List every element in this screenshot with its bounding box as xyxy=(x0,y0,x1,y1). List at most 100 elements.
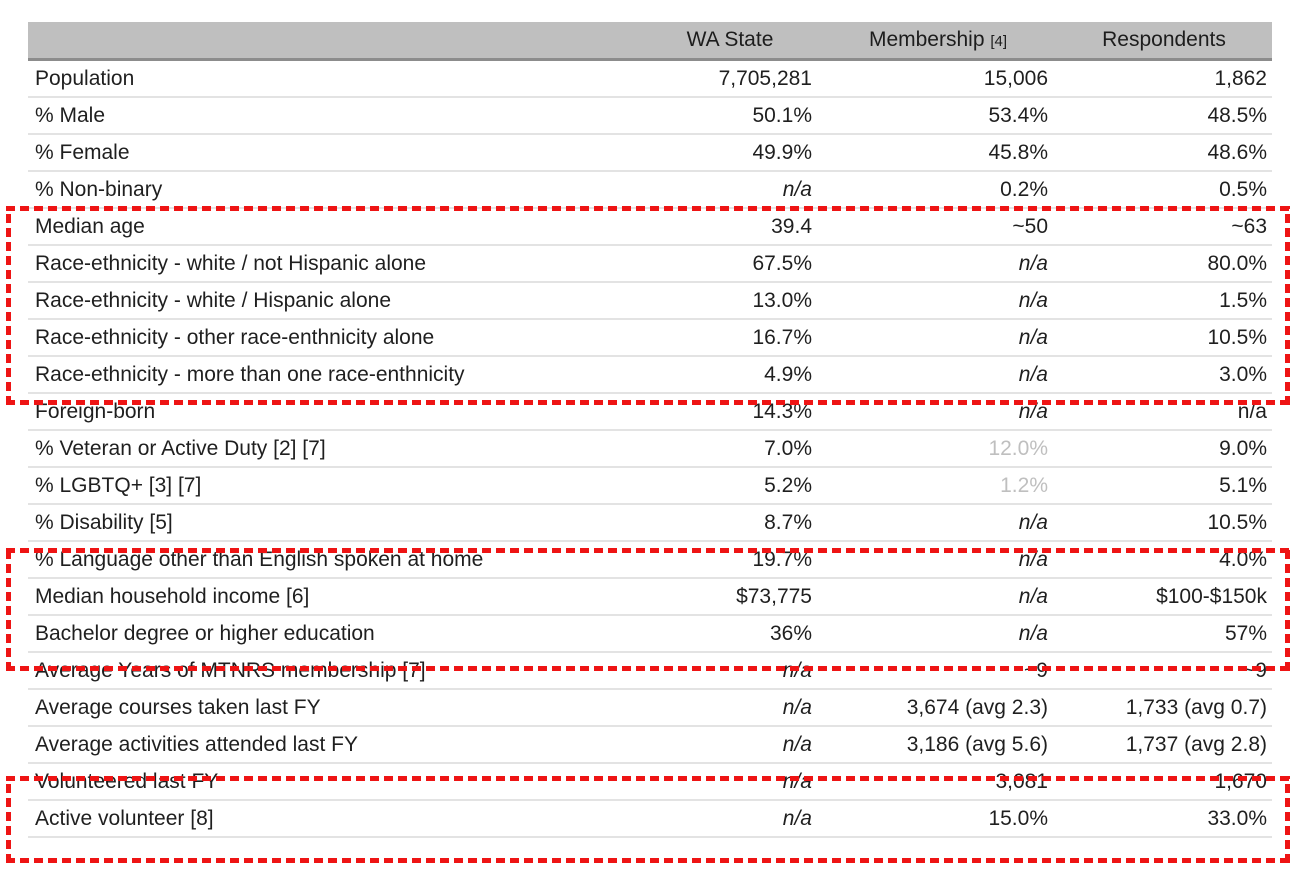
table-row-race-white-hispanic: Race-ethnicity - white / Hispanic alone … xyxy=(28,282,1272,320)
table-row-male: % Male 50.1% 53.4% 48.5% xyxy=(28,97,1272,135)
table-row-female: % Female 49.9% 45.8% 48.6% xyxy=(28,134,1272,172)
respondents-value: 9.0% xyxy=(1056,430,1272,468)
membership-value: 53.4% xyxy=(820,97,1056,135)
table-row-disability: % Disability [5] 8.7% n/a 10.5% xyxy=(28,504,1272,542)
respondents-value: 1,670 xyxy=(1056,763,1272,801)
membership-value: n/a xyxy=(820,245,1056,283)
row-label: % Non-binary xyxy=(28,171,640,209)
wa-state-value: 16.7% xyxy=(640,319,820,357)
wa-state-value: 39.4 xyxy=(640,208,820,246)
table-row-non-binary: % Non-binary n/a 0.2% 0.5% xyxy=(28,171,1272,209)
table-row-avg-courses: Average courses taken last FY n/a 3,674 … xyxy=(28,689,1272,727)
row-label: Average activities attended last FY xyxy=(28,726,640,764)
respondents-value: 80.0% xyxy=(1056,245,1272,283)
wa-state-value: 14.3% xyxy=(640,393,820,431)
table-row-race-white-not-hispanic: Race-ethnicity - white / not Hispanic al… xyxy=(28,245,1272,283)
respondents-value: 1,733 (avg 0.7) xyxy=(1056,689,1272,727)
table-row-median-age: Median age 39.4 ~50 ~63 xyxy=(28,208,1272,246)
table-row-volunteered-last-fy: Volunteered last FY n/a 3,081 1,670 xyxy=(28,763,1272,801)
membership-value: n/a xyxy=(820,504,1056,542)
respondents-value: 57% xyxy=(1056,615,1272,653)
wa-state-value: 50.1% xyxy=(640,97,820,135)
wa-state-value: n/a xyxy=(640,171,820,209)
column-header-blank xyxy=(28,22,640,61)
respondents-value: 10.5% xyxy=(1056,504,1272,542)
row-label: Foreign-born xyxy=(28,393,640,431)
wa-state-value: n/a xyxy=(640,800,820,838)
table-row-foreign-born: Foreign-born 14.3% n/a n/a xyxy=(28,393,1272,431)
row-label: Race-ethnicity - white / not Hispanic al… xyxy=(28,245,640,283)
table-row-avg-years-membership: Average Years of MTNRS membership [7] n/… xyxy=(28,652,1272,690)
column-header-membership: Membership [4] xyxy=(820,22,1056,61)
table-row-language-other-than-english: % Language other than English spoken at … xyxy=(28,541,1272,579)
membership-value: 15.0% xyxy=(820,800,1056,838)
row-label: Race-ethnicity - other race-enthnicity a… xyxy=(28,319,640,357)
row-label: % Disability [5] xyxy=(28,504,640,542)
respondents-value: 1.5% xyxy=(1056,282,1272,320)
wa-state-value: 19.7% xyxy=(640,541,820,579)
table-row-avg-activities: Average activities attended last FY n/a … xyxy=(28,726,1272,764)
wa-state-value: 5.2% xyxy=(640,467,820,505)
wa-state-value: n/a xyxy=(640,689,820,727)
membership-value: 12.0% xyxy=(820,430,1056,468)
membership-value: ~9 xyxy=(820,652,1056,690)
column-header-respondents: Respondents xyxy=(1056,22,1272,61)
wa-state-value: 7,705,281 xyxy=(640,59,820,98)
membership-value: n/a xyxy=(820,282,1056,320)
wa-state-value: 4.9% xyxy=(640,356,820,394)
row-label: % Veteran or Active Duty [2] [7] xyxy=(28,430,640,468)
row-label: Race-ethnicity - more than one race-enth… xyxy=(28,356,640,394)
respondents-value: 48.5% xyxy=(1056,97,1272,135)
row-label: Average courses taken last FY xyxy=(28,689,640,727)
membership-value: n/a xyxy=(820,541,1056,579)
respondents-value: n/a xyxy=(1056,393,1272,431)
wa-state-value: n/a xyxy=(640,652,820,690)
row-label: Active volunteer [8] xyxy=(28,800,640,838)
wa-state-value: n/a xyxy=(640,726,820,764)
column-header-wa-state: WA State xyxy=(640,22,820,61)
demographics-table: WA State Membership [4] Respondents Popu… xyxy=(28,22,1272,838)
row-label: % Female xyxy=(28,134,640,172)
respondents-value: 5.1% xyxy=(1056,467,1272,505)
membership-value: n/a xyxy=(820,578,1056,616)
row-label: Volunteered last FY xyxy=(28,763,640,801)
wa-state-value: 36% xyxy=(640,615,820,653)
respondents-value: 0.5% xyxy=(1056,171,1272,209)
wa-state-value: 8.7% xyxy=(640,504,820,542)
respondents-value: 3.0% xyxy=(1056,356,1272,394)
membership-value: n/a xyxy=(820,319,1056,357)
membership-value: n/a xyxy=(820,393,1056,431)
respondents-value: $100-$150k xyxy=(1056,578,1272,616)
membership-value: 1.2% xyxy=(820,467,1056,505)
demographics-comparison-table: WA State Membership [4] Respondents Popu… xyxy=(28,22,1272,838)
respondents-value: 10.5% xyxy=(1056,319,1272,357)
wa-state-value: $73,775 xyxy=(640,578,820,616)
respondents-value: 48.6% xyxy=(1056,134,1272,172)
row-label: % LGBTQ+ [3] [7] xyxy=(28,467,640,505)
row-label: % Male xyxy=(28,97,640,135)
membership-value: 3,674 (avg 2.3) xyxy=(820,689,1056,727)
wa-state-value: n/a xyxy=(640,763,820,801)
table-row-veteran: % Veteran or Active Duty [2] [7] 7.0% 12… xyxy=(28,430,1272,468)
membership-value: 15,006 xyxy=(820,59,1056,98)
table-row-active-volunteer: Active volunteer [8] n/a 15.0% 33.0% xyxy=(28,800,1272,838)
table-row-race-other: Race-ethnicity - other race-enthnicity a… xyxy=(28,319,1272,357)
membership-footnote-marker: [4] xyxy=(990,33,1008,50)
membership-value: ~50 xyxy=(820,208,1056,246)
row-label: Average Years of MTNRS membership [7] xyxy=(28,652,640,690)
membership-value: 3,186 (avg 5.6) xyxy=(820,726,1056,764)
membership-value: n/a xyxy=(820,615,1056,653)
row-label: Population xyxy=(28,59,640,98)
membership-value: 0.2% xyxy=(820,171,1056,209)
row-label: Race-ethnicity - white / Hispanic alone xyxy=(28,282,640,320)
wa-state-value: 67.5% xyxy=(640,245,820,283)
respondents-value: 1,737 (avg 2.8) xyxy=(1056,726,1272,764)
respondents-value: ~9 xyxy=(1056,652,1272,690)
respondents-value: 1,862 xyxy=(1056,59,1272,98)
row-label: Bachelor degree or higher education xyxy=(28,615,640,653)
wa-state-value: 7.0% xyxy=(640,430,820,468)
row-label: Median age xyxy=(28,208,640,246)
table-row-lgbtq: % LGBTQ+ [3] [7] 5.2% 1.2% 5.1% xyxy=(28,467,1272,505)
table-row-race-more-than-one: Race-ethnicity - more than one race-enth… xyxy=(28,356,1272,394)
